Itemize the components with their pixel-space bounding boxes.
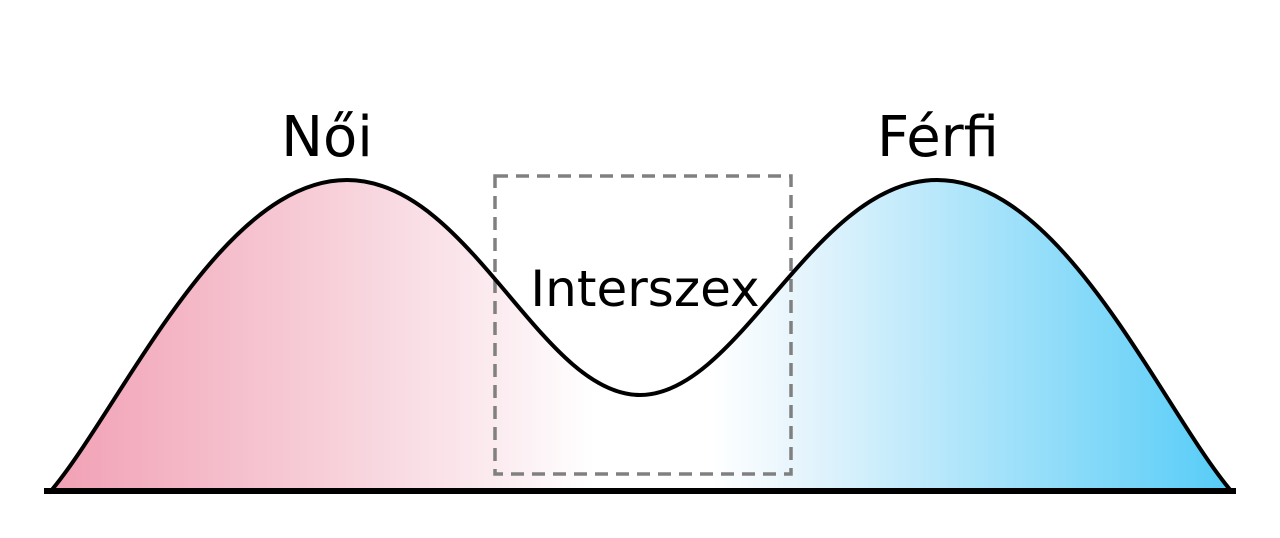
label-female-peak: Női [281,105,373,170]
label-interszex: Interszex [530,260,759,318]
label-male-peak: Férfi [877,105,999,170]
bimodal-curve-outline [48,177,1234,494]
interszex-dashed-box [493,174,793,476]
bimodal-curve-fill [50,180,1232,492]
